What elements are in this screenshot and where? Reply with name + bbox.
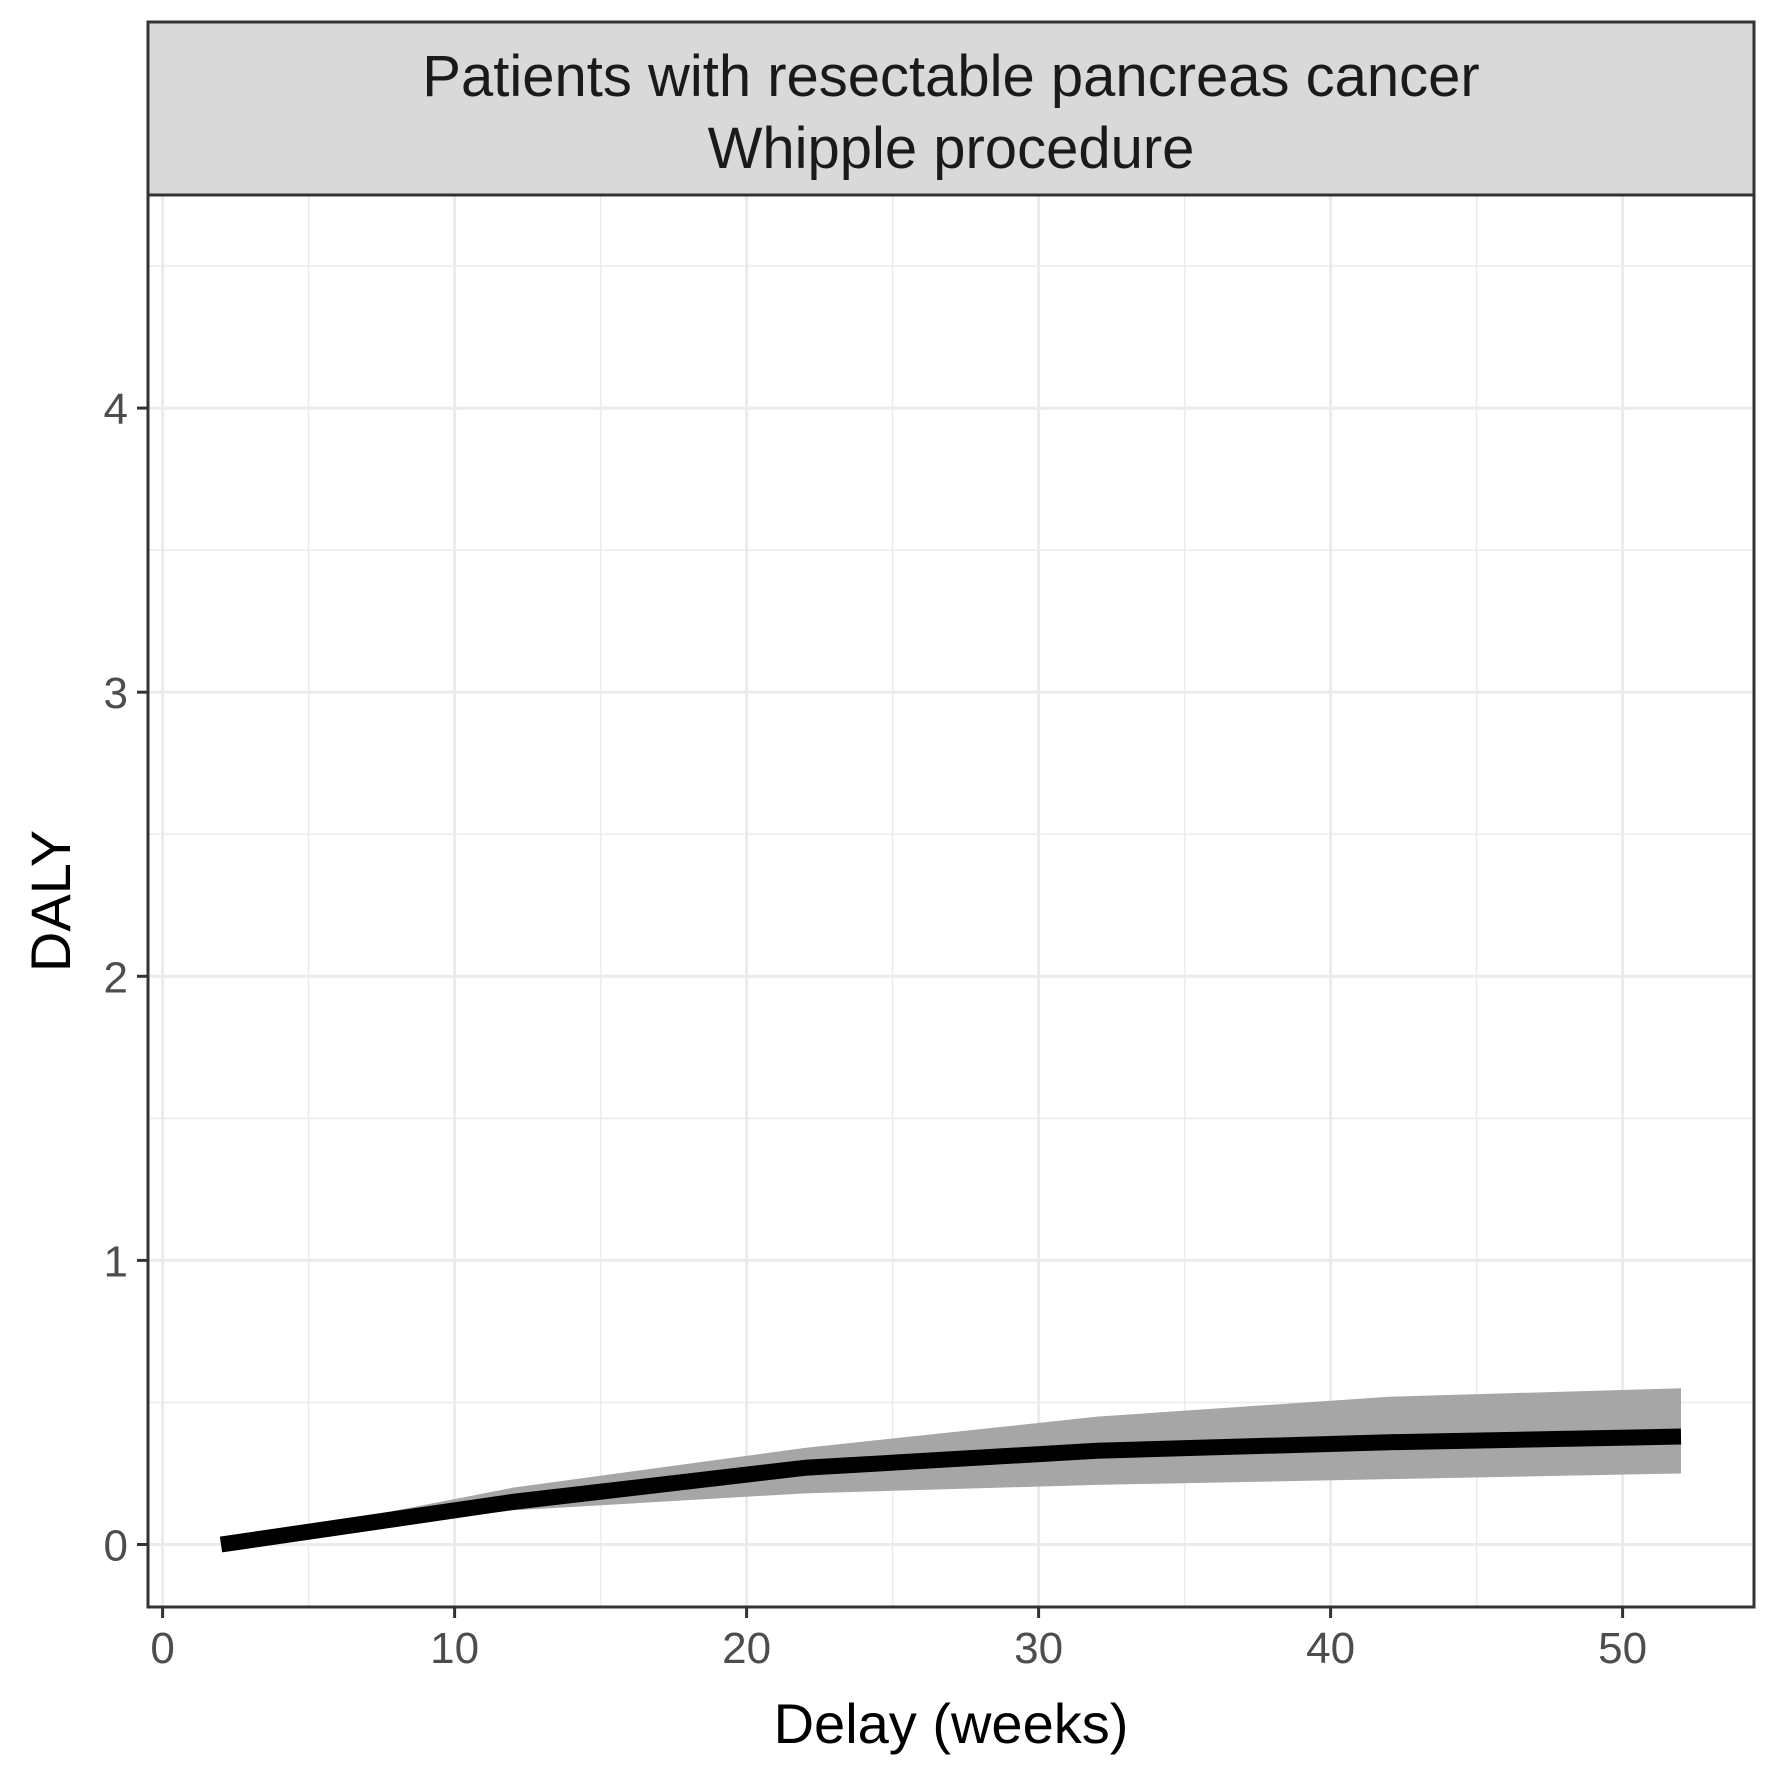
series-line <box>219 1428 1682 1553</box>
x-tick-label: 40 <box>1306 1624 1355 1673</box>
x-tick-label: 0 <box>150 1624 174 1673</box>
strip-title-line-2: Whipple procedure <box>708 116 1195 181</box>
y-tick-label: 2 <box>104 953 128 1002</box>
y-tick-label: 4 <box>104 385 128 434</box>
strip-background <box>146 20 1756 197</box>
strip-title-line-1: Patients with resectable pancreas cancer <box>422 44 1479 109</box>
x-tick-label: 20 <box>722 1624 771 1673</box>
x-axis-ticks: 0 10 20 30 40 50 <box>150 1607 1647 1673</box>
x-tick-label: 30 <box>1014 1624 1063 1673</box>
y-tick-label: 3 <box>104 669 128 718</box>
grid-major <box>148 195 1754 1607</box>
x-axis-title: Delay (weeks) <box>774 1692 1129 1755</box>
y-axis-ticks: 0 1 2 3 4 <box>104 385 148 1570</box>
y-axis-title: DALY <box>19 830 82 972</box>
y-tick-label: 1 <box>104 1237 128 1286</box>
x-tick-label: 10 <box>430 1624 479 1673</box>
x-tick-label: 50 <box>1598 1624 1647 1673</box>
plot-frame <box>146 193 1756 1609</box>
plot-panel <box>148 195 1754 1607</box>
y-tick-label: 0 <box>104 1521 128 1570</box>
series-lines <box>219 1428 1682 1553</box>
